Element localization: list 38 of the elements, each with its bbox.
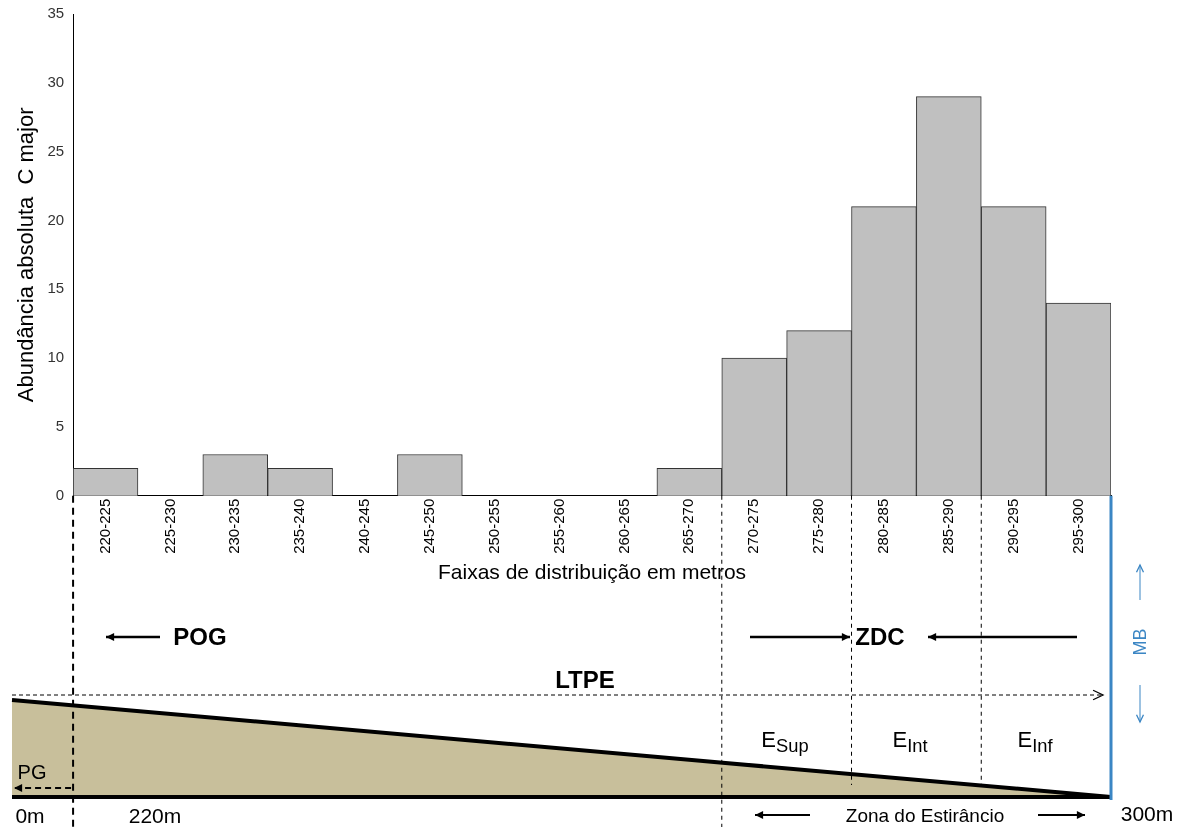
x-tick-label: 220-225 xyxy=(95,498,113,554)
y-tick-label: 30 xyxy=(47,72,65,90)
x-tick-label: 280-285 xyxy=(874,498,892,554)
text: E$_{Sup}$ xyxy=(761,726,809,757)
text: 300m xyxy=(1120,801,1174,825)
x-tick-label: 295-300 xyxy=(1068,498,1086,554)
x-tick-label: 250-255 xyxy=(484,498,502,554)
text: 0m xyxy=(15,803,45,827)
y-tick-label: 0 xyxy=(55,485,65,503)
x-tick-label: 240-245 xyxy=(355,498,373,554)
y-tick-label: 5 xyxy=(55,417,65,435)
x-tick-label: 275-280 xyxy=(809,498,827,554)
text: ZDC xyxy=(855,623,905,650)
x-tick-label: 235-240 xyxy=(290,498,308,554)
text: MB xyxy=(1130,628,1150,656)
x-tick-label: 270-275 xyxy=(744,498,762,554)
text: 220m xyxy=(128,803,182,827)
text: PG xyxy=(17,761,47,783)
y-axis-title: Abundância absoluta C major xyxy=(13,107,39,403)
text: LTPE xyxy=(555,666,615,693)
y-tick-label: 35 xyxy=(47,4,65,22)
x-tick-label: 265-270 xyxy=(679,498,697,554)
x-tick-label: 245-250 xyxy=(420,498,438,554)
y-tick-label: 25 xyxy=(47,141,65,159)
x-tick-label: 260-265 xyxy=(614,498,632,554)
x-tick-label: 230-235 xyxy=(225,498,243,554)
y-tick-label: 10 xyxy=(47,348,65,366)
x-axis-title: Faixas de distribuição em metros xyxy=(437,560,747,584)
y-tick-label: 15 xyxy=(47,279,65,297)
x-tick-label: 285-290 xyxy=(938,498,956,554)
x-tick-label: 290-295 xyxy=(1003,498,1021,554)
text: Zona do Estirâncio xyxy=(845,804,1005,826)
text: POG xyxy=(173,623,227,650)
y-tick-label: 20 xyxy=(47,210,65,228)
x-tick-label: 225-230 xyxy=(160,498,178,554)
x-tick-label: 255-260 xyxy=(549,498,567,554)
text: E$_{Int}$ xyxy=(892,726,928,757)
text: E$_{Inf}$ xyxy=(1017,726,1053,757)
